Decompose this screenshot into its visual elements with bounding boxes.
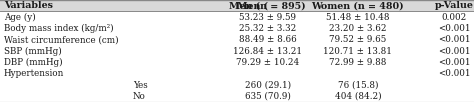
Text: 76 (15.8): 76 (15.8) xyxy=(337,80,378,89)
Text: p-Value: p-Value xyxy=(435,1,474,10)
Text: Women (n = 480): Women (n = 480) xyxy=(311,1,404,10)
Text: Body mass index (kg/m²): Body mass index (kg/m²) xyxy=(4,24,113,33)
Text: Waist circumference (cm): Waist circumference (cm) xyxy=(4,35,118,44)
Text: 79.29 ± 10.24: 79.29 ± 10.24 xyxy=(236,58,300,67)
Text: No: No xyxy=(133,92,146,101)
Text: Hypertension: Hypertension xyxy=(4,69,64,78)
Text: Variables: Variables xyxy=(4,1,53,10)
Text: 635 (70.9): 635 (70.9) xyxy=(245,92,291,101)
Text: SBP (mmHg): SBP (mmHg) xyxy=(4,46,62,56)
Text: <0.001: <0.001 xyxy=(438,24,470,33)
Text: Men (: Men ( xyxy=(237,1,268,10)
Text: 126.84 ± 13.21: 126.84 ± 13.21 xyxy=(233,47,302,55)
Text: 25.32 ± 3.32: 25.32 ± 3.32 xyxy=(239,24,296,33)
Text: Men (n = 895): Men (n = 895) xyxy=(229,1,306,10)
Text: 72.99 ± 9.88: 72.99 ± 9.88 xyxy=(329,58,387,67)
Text: Yes: Yes xyxy=(133,80,147,89)
Text: 53.23 ± 9.59: 53.23 ± 9.59 xyxy=(239,13,296,22)
Text: Age (y): Age (y) xyxy=(4,12,36,22)
Text: 51.48 ± 10.48: 51.48 ± 10.48 xyxy=(326,13,390,22)
Text: 88.49 ± 8.66: 88.49 ± 8.66 xyxy=(239,35,297,44)
Text: 0.002: 0.002 xyxy=(441,13,467,22)
Text: 23.20 ± 3.62: 23.20 ± 3.62 xyxy=(329,24,387,33)
Bar xyxy=(0,0,474,11)
Text: <0.001: <0.001 xyxy=(438,69,470,78)
Text: 260 (29.1): 260 (29.1) xyxy=(245,80,291,89)
Text: <0.001: <0.001 xyxy=(438,47,470,55)
Text: 79.52 ± 9.65: 79.52 ± 9.65 xyxy=(329,35,386,44)
Text: DBP (mmHg): DBP (mmHg) xyxy=(4,58,63,67)
Text: <0.001: <0.001 xyxy=(438,35,470,44)
Text: 120.71 ± 13.81: 120.71 ± 13.81 xyxy=(323,47,392,55)
Text: <0.001: <0.001 xyxy=(438,58,470,67)
Text: 404 (84.2): 404 (84.2) xyxy=(335,92,381,101)
